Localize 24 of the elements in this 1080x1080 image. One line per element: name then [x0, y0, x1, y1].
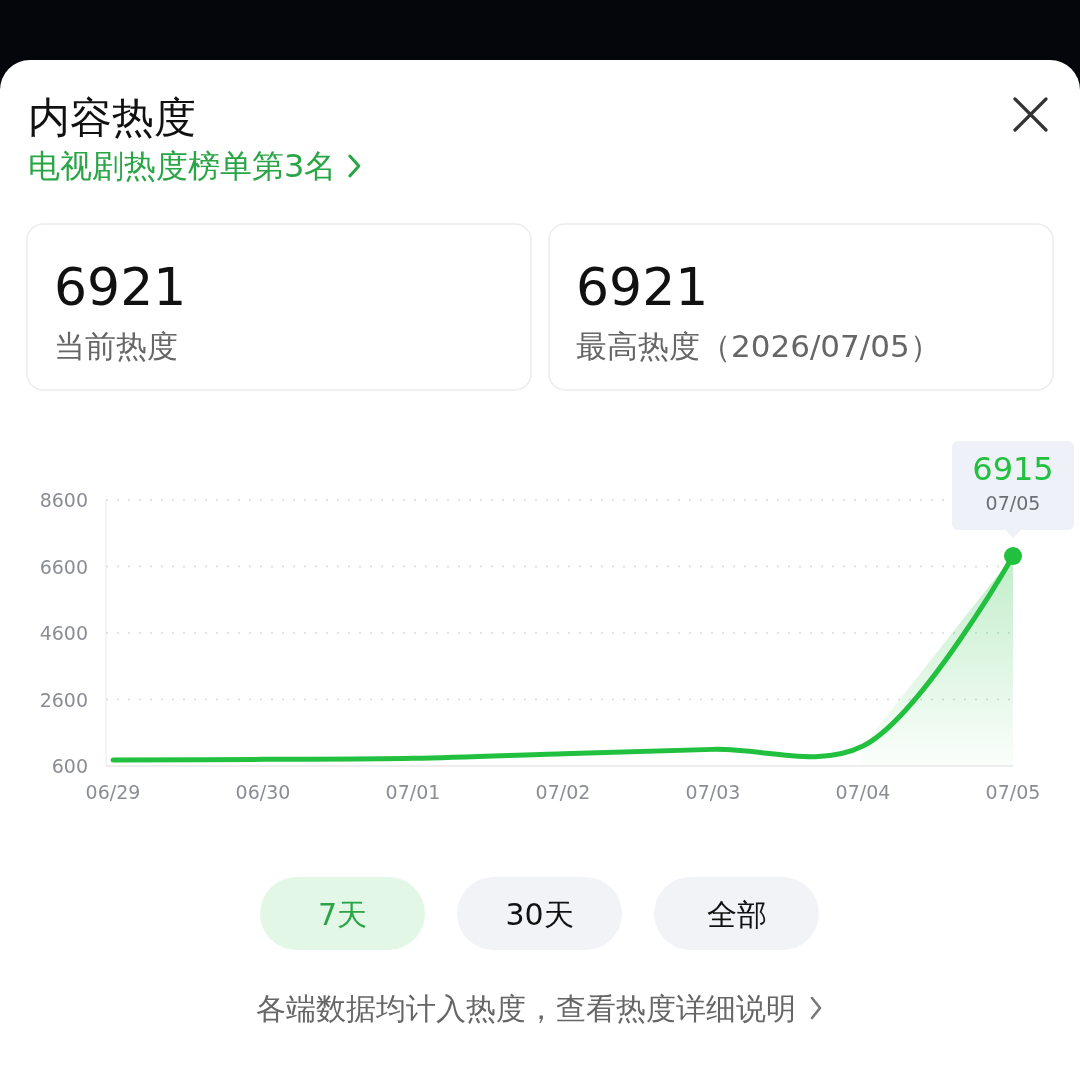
y-tick-label: 8600	[39, 489, 88, 511]
chart-subtitle: 电视剧热度榜单第3名	[28, 147, 337, 185]
y-tick-label: 6600	[39, 555, 88, 578]
text: 30天	[505, 896, 574, 932]
x-tick-label: 06/30	[235, 781, 291, 803]
x-tick-label: 07/03	[685, 781, 741, 803]
chart-title: 内容热度	[28, 93, 196, 142]
text: 各端数据均计入热度，查看热度详细说明	[256, 990, 796, 1026]
text: 6921	[576, 257, 709, 317]
category-label: 07/05	[985, 491, 1041, 514]
y-tick-label: 4600	[39, 622, 88, 644]
x-tick-label: 07/01	[385, 781, 441, 803]
y-tick-label: 600	[51, 755, 88, 777]
x-tick-label: 07/02	[535, 781, 591, 803]
data-label: 6915	[972, 449, 1054, 488]
x-tick-label: 06/29	[85, 781, 141, 803]
x-tick-label: 07/05	[985, 781, 1041, 803]
x-tick-label: 07/04	[835, 781, 891, 803]
text: 当前热度	[54, 328, 178, 364]
text: 全部	[706, 896, 767, 932]
text: 6921	[54, 257, 187, 317]
text: 最高热度（2026/07/05）	[576, 328, 941, 364]
y-tick-label: 2600	[39, 688, 88, 711]
text: 7天	[317, 896, 368, 932]
